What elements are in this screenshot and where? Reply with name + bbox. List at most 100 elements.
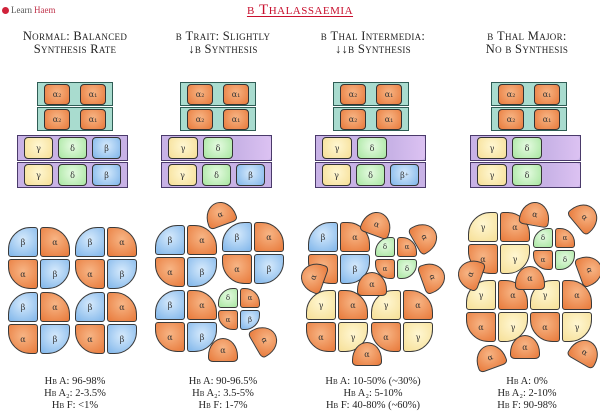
hb-percentages: Hb A: 0% Hb A₂: 2-10% Hb F: 90-98% — [452, 376, 600, 412]
heading-line: ↓β Synthesis — [188, 42, 258, 56]
tetramer-chain: α — [562, 280, 592, 310]
alpha-chain: α₂ — [498, 83, 524, 105]
logo-haem: Haem — [33, 5, 56, 15]
tetramer-chain: α — [107, 292, 137, 322]
tetramer-chain: α — [40, 292, 70, 322]
tetramer-chain: α — [155, 257, 185, 287]
alpha-chain: α₂ — [340, 108, 366, 130]
globin-chain: γ — [168, 164, 197, 186]
alpha-chain: α₁ — [223, 108, 249, 130]
tetramer-chain: α — [306, 322, 336, 352]
tetramer-chain: α — [187, 225, 217, 255]
alpha-chain: α₁ — [534, 108, 560, 130]
alpha-chain-row: α₂ α₁ — [180, 107, 256, 131]
alpha-chain: α₁ — [376, 108, 402, 130]
missing-chain-slot — [547, 163, 580, 187]
globin-chain: β — [92, 164, 121, 186]
globin-chain: β — [236, 164, 265, 186]
missing-chain-slot — [547, 136, 580, 160]
alpha-chain: α₁ — [376, 83, 402, 105]
globin-chain: δ — [58, 137, 87, 159]
tetramer-chain: α — [40, 227, 70, 257]
free-alpha-chain: α — [357, 272, 387, 296]
tetramer-chain: α — [107, 227, 137, 257]
globin-chain: δ — [356, 164, 385, 186]
tetramer-chain: α — [8, 324, 38, 354]
heading-line: ↓↓β Synthesis — [335, 42, 411, 56]
tetramer-chain: α — [222, 254, 252, 284]
heading-line: β Thal Major: — [487, 29, 567, 43]
tetramer-chain: δ — [218, 288, 238, 308]
alpha-chain: α₁ — [80, 83, 106, 105]
tetramer-chain: β — [155, 225, 185, 255]
free-alpha-chain: α — [510, 335, 540, 359]
globin-chain: δ — [512, 164, 542, 186]
globin-chain: δ — [512, 137, 542, 159]
alpha-chain: α₁ — [80, 108, 106, 130]
alpha-chain-row: α₂ α₁ — [180, 82, 256, 106]
alpha-chain: α₂ — [187, 83, 213, 105]
globin-chain: γ — [24, 164, 53, 186]
panel-heading: β Thal Intermedia: ↓↓β Synthesis — [298, 30, 448, 56]
alpha-chain: α₂ — [44, 108, 70, 130]
tetramer-chain: α — [187, 290, 217, 320]
heading-line: No β Synthesis — [485, 42, 569, 56]
tetramer-chain: β — [40, 259, 70, 289]
alpha-chain-row: α₂ α₁ — [37, 107, 113, 131]
heading-line: β Thal Intermedia: — [320, 29, 426, 43]
tetramer-chain: γ — [562, 312, 592, 342]
hb-stat-line: Hb A₂: 3.5-5% — [192, 388, 254, 399]
hb-percentages: Hb A: 10-50% (~30%) Hb A₂: 5-10% Hb F: 40-… — [298, 376, 448, 412]
heading-line: β Trait: Slightly — [175, 29, 271, 43]
free-alpha-chain: α — [352, 342, 382, 366]
panel-heading: Normal: Balanced Synthesis Rate — [0, 30, 150, 56]
tetramer-chain: α — [218, 310, 238, 330]
hb-stat-line: Hb F: 90-98% — [497, 400, 557, 411]
globin-chain: δ — [203, 137, 233, 159]
hb-stat-line: Hb F: 1-7% — [198, 400, 248, 411]
tetramer-chain: γ — [468, 212, 498, 242]
globin-chain: γ — [477, 137, 507, 159]
alpha-chain: α₂ — [44, 83, 70, 105]
alpha-chain: α₂ — [340, 83, 366, 105]
non-alpha-chain-row: γ δ β⁺ — [315, 162, 426, 188]
tetramer-chain: δ — [397, 259, 417, 279]
globin-chain: γ — [477, 164, 507, 186]
free-alpha-chain: α — [515, 266, 545, 290]
tetramer-chain: β — [222, 222, 252, 252]
alpha-chain: α₁ — [223, 83, 249, 105]
alpha-chain-row: α₂ α₁ — [37, 82, 113, 106]
logo-dot-icon — [2, 6, 9, 14]
heading-line: Synthesis Rate — [33, 42, 117, 56]
hb-stat-line: Hb A₂: 2-3.5% — [44, 388, 106, 399]
tetramer-chain: α — [466, 312, 496, 342]
globin-chain: β⁺ — [390, 164, 419, 186]
hb-stat-line: Hb A: 96-98% — [44, 376, 106, 387]
tetramer-chain: β — [187, 257, 217, 287]
hb-stat-line: Hb A₂: 2-10% — [497, 388, 557, 399]
alpha-chain: α₂ — [498, 108, 524, 130]
globin-chain: δ — [357, 137, 387, 159]
hb-stat-line: Hb A₂: 5-10% — [343, 388, 403, 399]
alpha-chain: α₁ — [534, 83, 560, 105]
tetramer-chain: α — [403, 290, 433, 320]
panel-heading: β Trait: Slightly ↓β Synthesis — [148, 30, 298, 56]
tetramer-chain: α — [240, 288, 260, 308]
tetramer-chain: δ — [533, 228, 553, 248]
hb-stat-line: Hb F: <1% — [51, 400, 99, 411]
tetramer-chain: α — [530, 312, 560, 342]
hb-percentages: Hb A: 90-96.5% Hb A₂: 3.5-5% Hb F: 1-7% — [148, 376, 298, 412]
missing-chain-slot — [238, 136, 271, 160]
tetramer-chain: β — [8, 292, 38, 322]
